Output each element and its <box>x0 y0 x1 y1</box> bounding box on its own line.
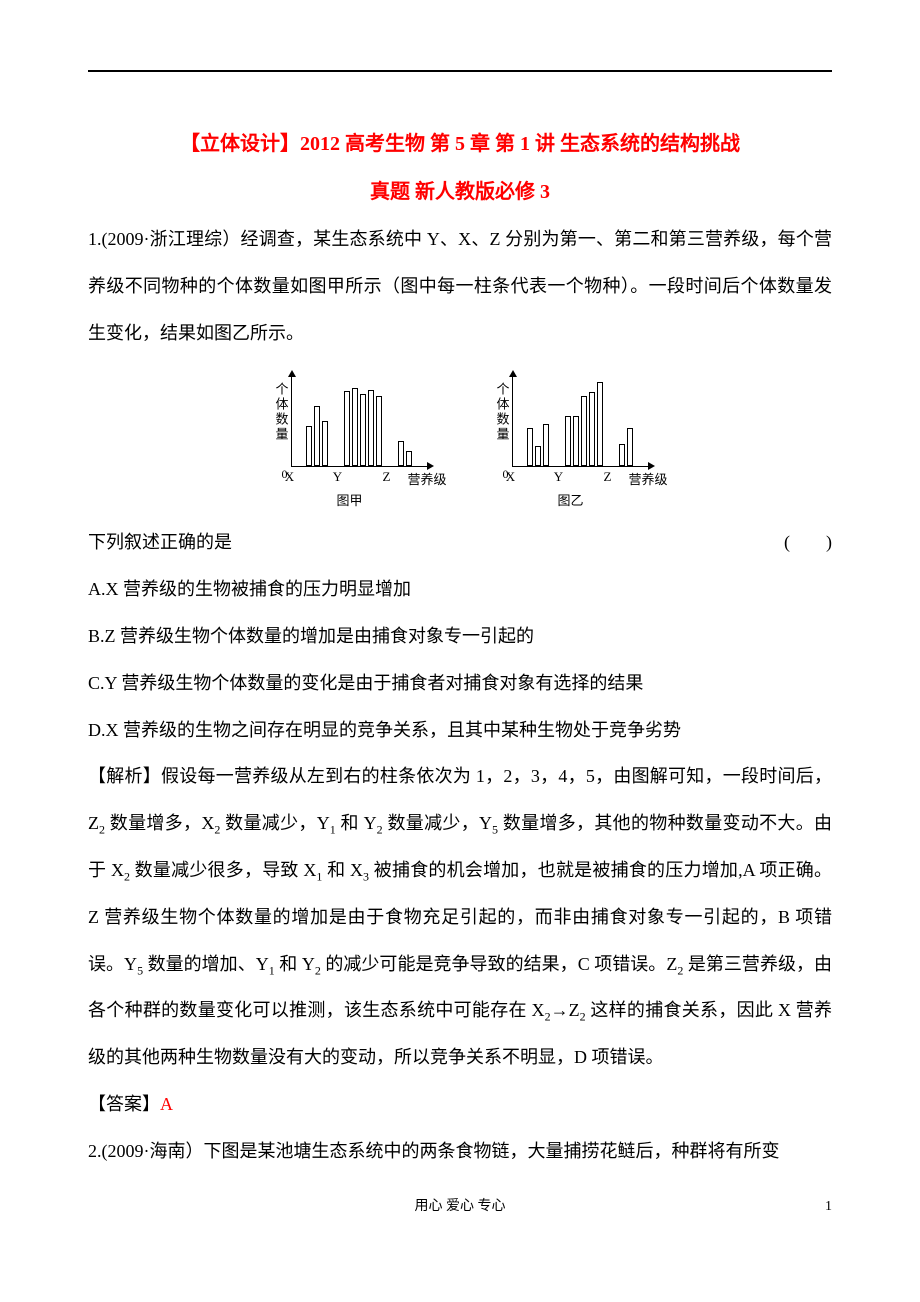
t: →Z <box>551 1000 580 1020</box>
bar <box>589 392 595 466</box>
x-cat: X <box>491 469 531 488</box>
x-cat: Y <box>310 469 366 488</box>
footer-text: 用心 爱心 专心 <box>415 1199 506 1214</box>
q1-question-text: 下列叙述正确的是 <box>88 519 232 566</box>
q1-intro: 1.(2009·浙江理综）经调查，某生态系统中 Y、X、Z 分别为第一、第二和第… <box>88 216 832 356</box>
t: 数量减少，Y <box>383 813 492 833</box>
bar <box>627 428 633 466</box>
bar <box>527 428 533 466</box>
bar <box>543 424 549 466</box>
title-line1: 【立体设计】2012 高考生物 第 5 章 第 1 讲 生态系统的结构挑战 <box>88 120 832 168</box>
bar <box>314 406 320 466</box>
t: 数量增多，X <box>105 813 214 833</box>
title-line2: 真题 新人教版必修 3 <box>88 168 832 216</box>
x-axis-label: 营养级 <box>408 469 448 488</box>
answer-label: 【答案】 <box>88 1094 160 1114</box>
top-rule <box>88 70 832 72</box>
bar <box>306 426 312 466</box>
bar <box>573 416 579 466</box>
q1-question-line: 下列叙述正确的是 ( ) <box>88 519 832 566</box>
answer-value: A <box>160 1094 173 1114</box>
t: 数量的增加、Y <box>143 954 269 974</box>
q1-bracket: ( ) <box>784 519 832 566</box>
chart-jia-ylabel: 个体数量 <box>272 382 291 442</box>
bar <box>398 441 404 466</box>
bar <box>352 388 358 466</box>
bar <box>344 391 350 466</box>
chart-yi-group-Z <box>619 428 633 466</box>
q1-option-A: A.X 营养级的生物被捕食的压力明显增加 <box>88 566 832 613</box>
chart-jia-plot: 0 <box>291 376 428 467</box>
q1-option-C: C.Y 营养级生物个体数量的变化是由于捕食者对捕食对象有选择的结果 <box>88 660 832 707</box>
chart-jia-group-Y <box>344 388 382 466</box>
bar <box>597 382 603 466</box>
q1-option-B: B.Z 营养级生物个体数量的增加是由捕食对象专一引起的 <box>88 613 832 660</box>
t: 的减少可能是竞争导致的结果，C 项错误。Z <box>321 954 678 974</box>
q1-option-D: D.X 营养级的生物之间存在明显的竞争关系，且其中某种生物处于竞争劣势 <box>88 707 832 754</box>
q2-intro: 2.(2009·海南）下图是某池塘生态系统中的两条食物链，大量捕捞花鲢后，种群将… <box>88 1128 832 1175</box>
t: 数量减少很多，导致 X <box>130 860 316 880</box>
explain-label: 【解析】 <box>88 766 161 786</box>
chart-jia-area: 个体数量 0 <box>272 376 428 467</box>
bar <box>619 444 625 466</box>
chart-yi-area: 个体数量 0 <box>493 376 649 467</box>
chart-jia-group-Z <box>398 441 412 466</box>
x-cat: Z <box>587 469 629 488</box>
page-number: 1 <box>825 1199 832 1215</box>
bar <box>565 416 571 466</box>
x-cat: Z <box>366 469 408 488</box>
bar <box>360 394 366 466</box>
bar <box>535 446 541 466</box>
chart-yi-origin: 0 <box>503 467 509 482</box>
chart-jia-origin: 0 <box>282 467 288 482</box>
bar <box>368 390 374 466</box>
x-cat: Y <box>531 469 587 488</box>
t: 数量减少，Y <box>220 813 329 833</box>
bar <box>406 451 412 466</box>
chart-jia-group-X <box>306 406 328 466</box>
chart-yi-plot: 0 <box>512 376 649 467</box>
chart-yi-group-Y <box>565 382 603 466</box>
chart-yi-group-X <box>527 424 549 466</box>
chart-yi: 个体数量 0 <box>473 376 669 509</box>
x-axis-label: 营养级 <box>629 469 669 488</box>
bar <box>322 421 328 466</box>
q1-explain: 【解析】假设每一营养级从左到右的柱条依次为 1，2，3，4，5，由图解可知，一段… <box>88 753 832 1081</box>
footer: 用心 爱心 专心 1 <box>88 1195 832 1215</box>
chart-jia: 个体数量 0 <box>252 376 448 509</box>
x-cat: X <box>270 469 310 488</box>
charts-container: 个体数量 0 <box>88 376 832 509</box>
bar <box>581 396 587 466</box>
bar <box>376 396 382 466</box>
chart-yi-ylabel: 个体数量 <box>493 382 512 442</box>
q1-answer: 【答案】A <box>88 1081 832 1128</box>
chart-yi-caption: 图乙 <box>557 490 583 509</box>
t: 和 X <box>322 860 363 880</box>
t: 和 Y <box>275 954 315 974</box>
chart-jia-caption: 图甲 <box>336 490 362 509</box>
t: 和 Y <box>336 813 377 833</box>
page: 【立体设计】2012 高考生物 第 5 章 第 1 讲 生态系统的结构挑战 真题… <box>0 0 920 1245</box>
